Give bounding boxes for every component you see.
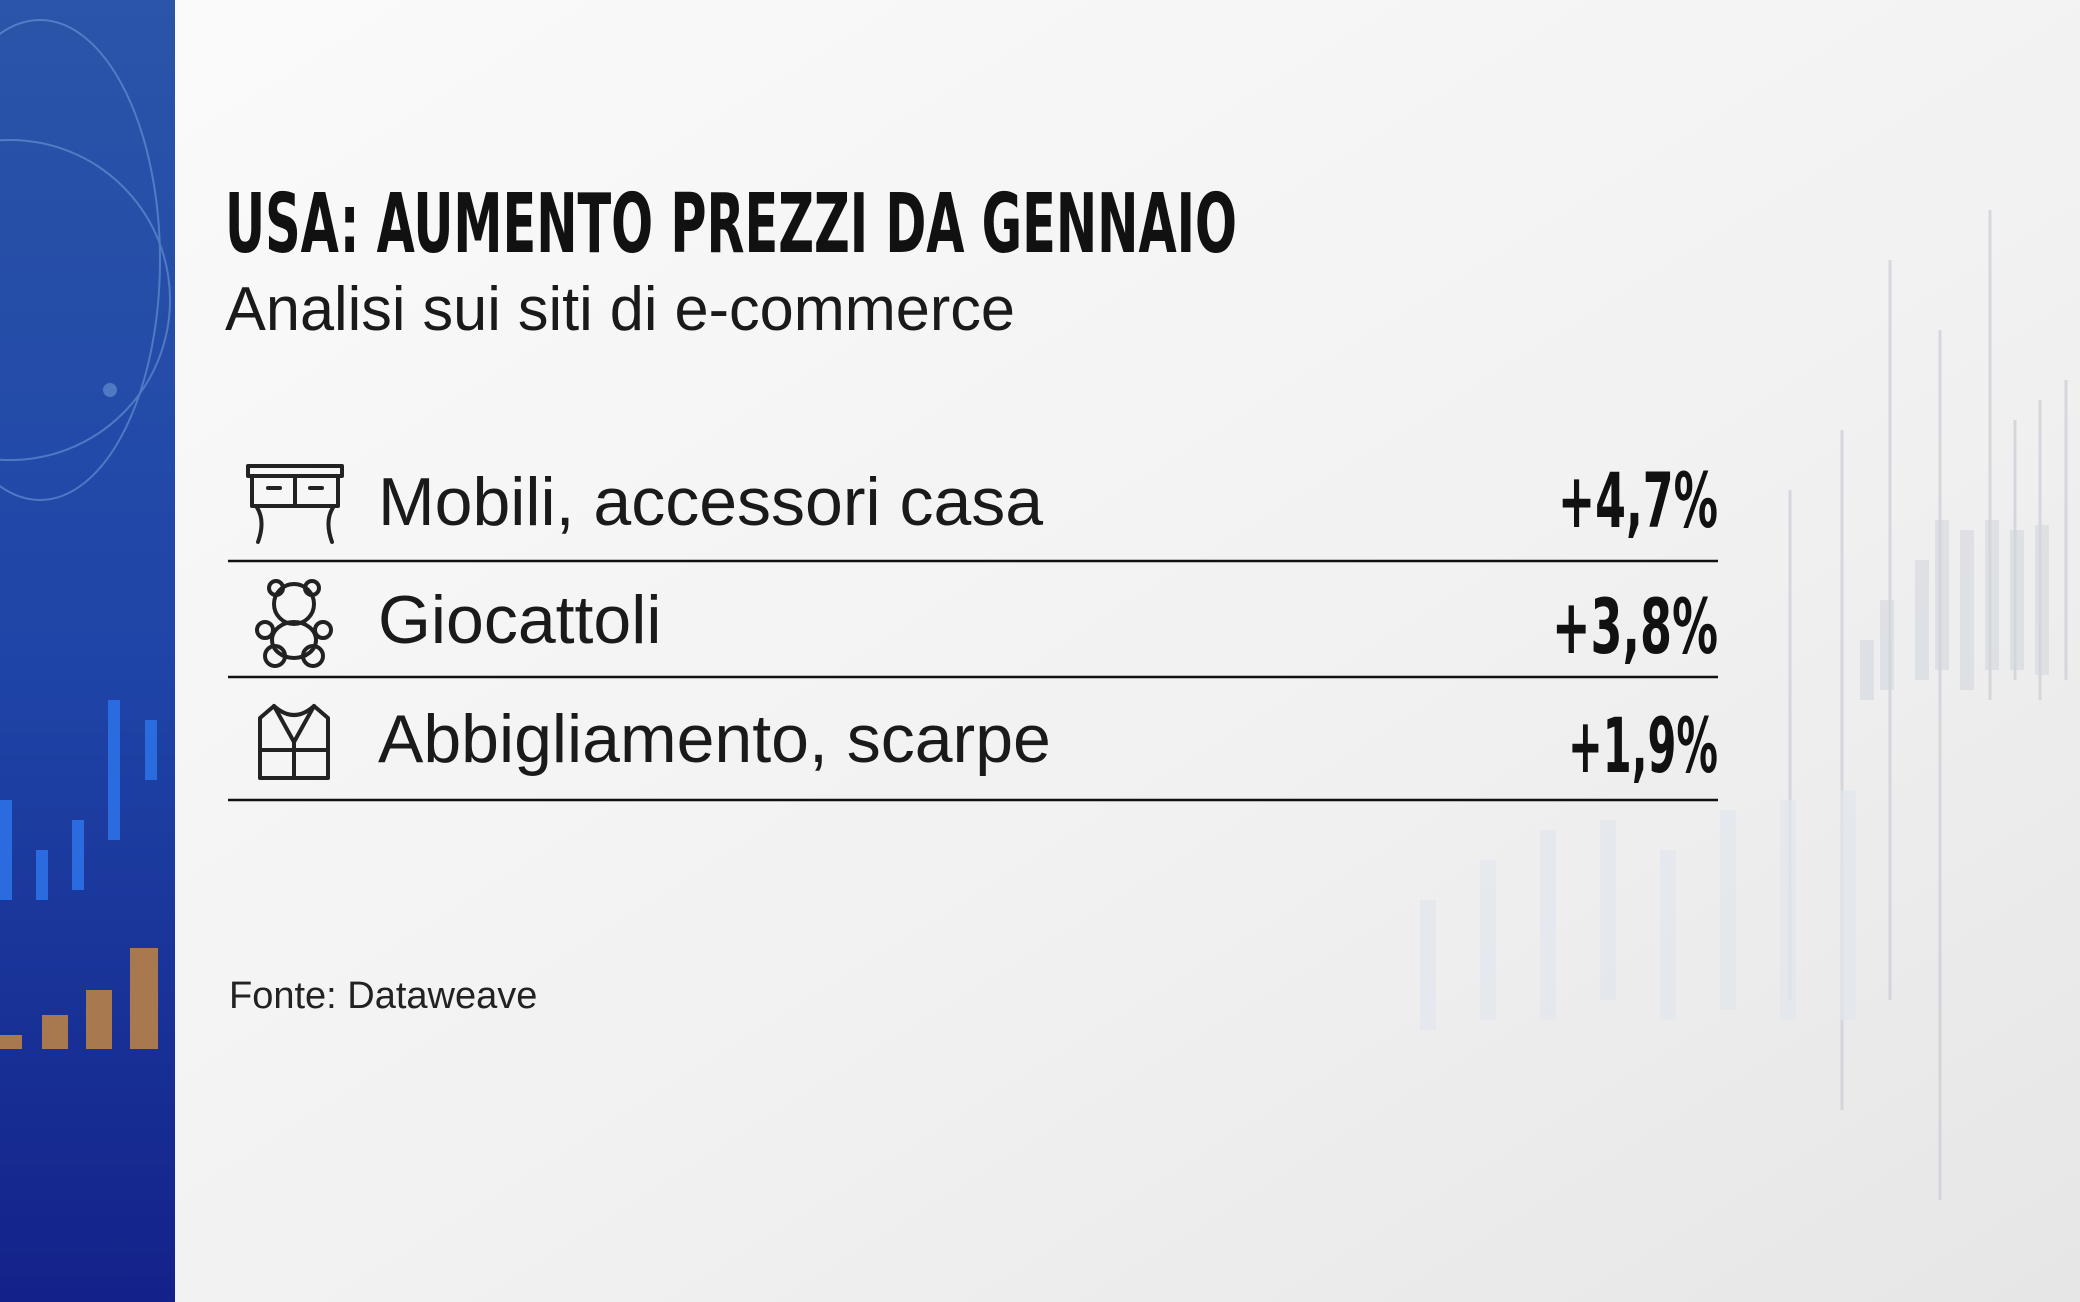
row-label: Giocattoli (378, 582, 661, 658)
row-value: +3,8% (1552, 582, 1718, 671)
row-value: +4,7% (1558, 456, 1718, 545)
decor-bars-left (0, 948, 158, 1049)
decor-bars (1860, 520, 2049, 700)
subtitle: Analisi sui siti di e-commerce (225, 275, 1015, 344)
source: Fonte: Dataweave (229, 975, 537, 1017)
side-strip (0, 0, 175, 1302)
decor-bars-low (1420, 790, 1856, 1030)
row-label: Abbigliamento, scarpe (378, 701, 1051, 777)
decor-candles-left (0, 700, 157, 900)
row-label: Mobili, accessori casa (378, 464, 1043, 540)
row-value: +1,9% (1568, 701, 1718, 790)
teddy-icon (255, 579, 333, 668)
clothing-icon (258, 704, 330, 780)
decor-globe (0, 19, 171, 501)
table: Mobili, accessori casa +4,7% Giocattoli … (228, 456, 1718, 802)
title: USA: AUMENTO PREZZI DA GENNAIO (225, 177, 1237, 272)
furniture-icon (246, 464, 344, 544)
